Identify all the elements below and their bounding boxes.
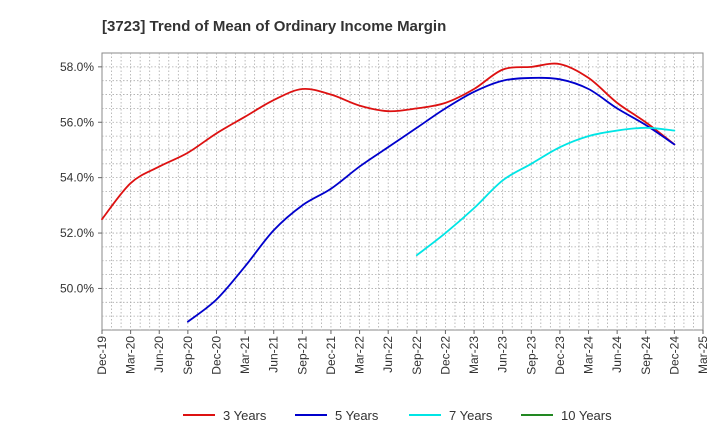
x-tick-label: Mar-20: [124, 336, 138, 374]
y-tick-label: 52.0%: [60, 226, 94, 240]
x-tick-label: Sep-24: [639, 336, 653, 375]
x-tick-label: Sep-22: [410, 336, 424, 375]
x-tick-label: Dec-20: [209, 336, 223, 375]
y-tick-label: 54.0%: [60, 171, 94, 185]
x-tick-label: Jun-21: [267, 336, 281, 373]
legend-item-10-years: 10 Years: [521, 408, 612, 423]
x-tick-label: Jun-23: [496, 336, 510, 373]
plot-area: [101, 52, 704, 331]
y-tick-label: 58.0%: [60, 60, 94, 74]
y-tick-label: 56.0%: [60, 115, 94, 129]
series-line-3-years: [101, 62, 676, 221]
x-tick-label: Dec-21: [324, 336, 338, 375]
series-line-5-years: [186, 76, 676, 323]
legend-item-7-years: 7 Years: [409, 408, 493, 423]
x-tick-label: Dec-19: [95, 336, 109, 375]
chart-title: [3723] Trend of Mean of Ordinary Income …: [102, 18, 446, 35]
x-tick-label: Jun-22: [381, 336, 395, 373]
x-tick-label: Jun-24: [610, 336, 624, 373]
x-tick-label: Mar-22: [353, 336, 367, 374]
x-tick-label: Dec-22: [438, 336, 452, 375]
legend: 3 Years 5 Years 7 Years 10 Years: [183, 408, 612, 423]
grid-layer: [101, 52, 704, 331]
x-tick-label: Sep-23: [524, 336, 538, 375]
axis-layer: 50.0% 52.0% 54.0% 56.0% 58.0% Dec-19 Mar-20 Jun…: [60, 60, 710, 375]
y-tick-label: 50.0%: [60, 281, 94, 295]
x-tick-label: Mar-25: [696, 336, 710, 374]
x-tick-label: Sep-20: [181, 336, 195, 375]
x-tick-label: Dec-24: [667, 336, 681, 375]
x-tick-label: Mar-21: [238, 336, 252, 374]
legend-item-5-years: 5 Years: [295, 408, 379, 423]
x-tick-label: Mar-23: [467, 336, 481, 374]
x-tick-label: Dec-23: [553, 336, 567, 375]
x-tick-label: Mar-24: [582, 336, 596, 374]
legend-label-5-years: 5 Years: [335, 408, 379, 423]
legend-label-7-years: 7 Years: [449, 408, 493, 423]
series-layer: [101, 62, 676, 323]
legend-label-10-years: 10 Years: [561, 408, 612, 423]
x-tick-label: Sep-21: [295, 336, 309, 375]
legend-label-3-years: 3 Years: [223, 408, 267, 423]
series-line-7-years: [415, 126, 676, 257]
x-tick-label: Jun-20: [152, 336, 166, 373]
legend-item-3-years: 3 Years: [183, 408, 267, 423]
